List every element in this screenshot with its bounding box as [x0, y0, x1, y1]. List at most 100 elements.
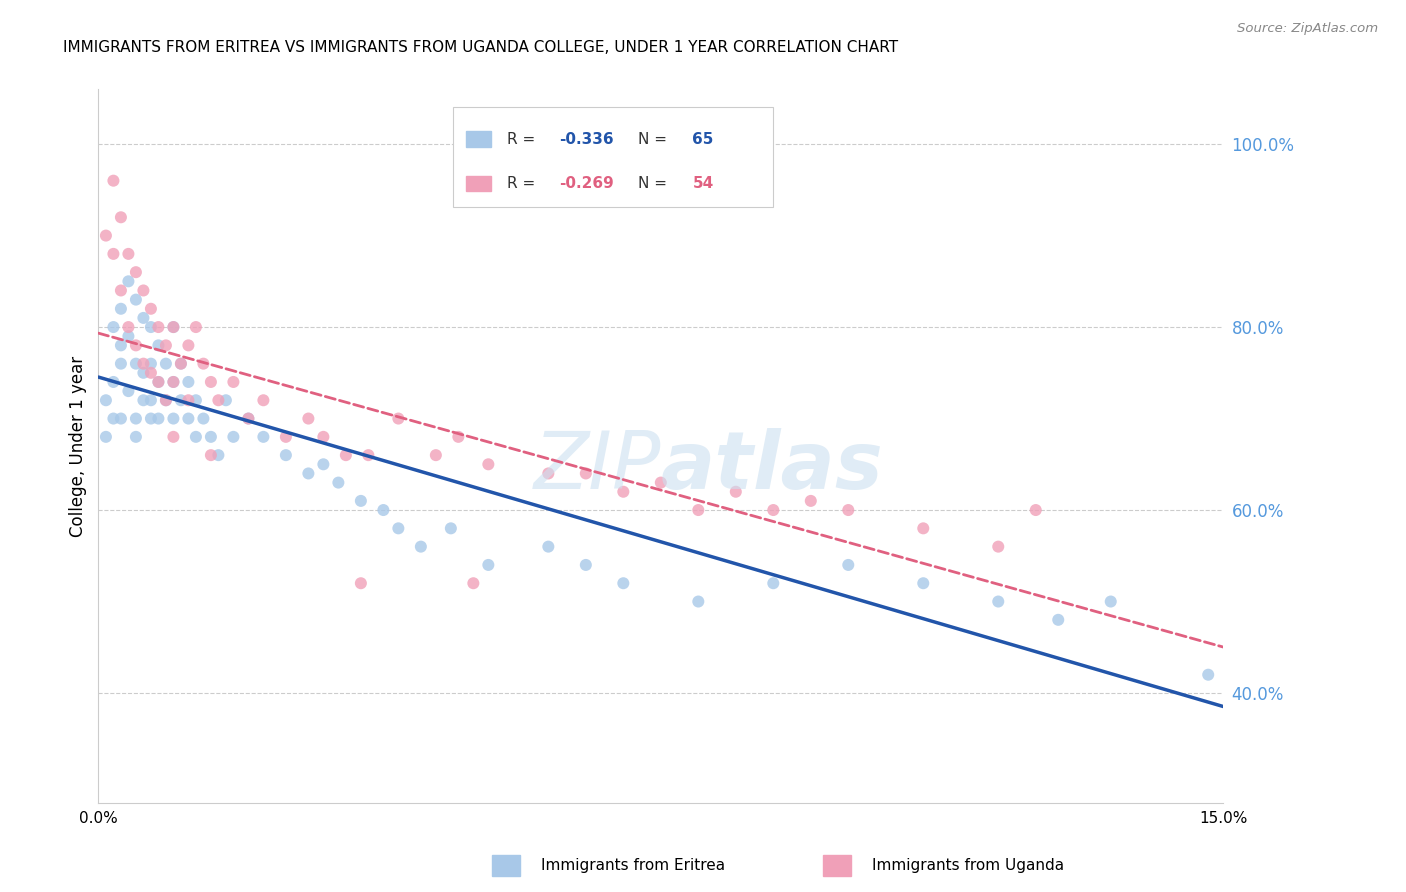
Point [94, 393, 117, 408]
Point [312, 430, 335, 444]
Bar [467, 131, 491, 147]
Point [162, 375, 184, 389]
Point [155, 393, 177, 408]
Point [132, 310, 155, 325]
Point [94, 430, 117, 444]
Point [357, 448, 380, 462]
Point [162, 320, 184, 334]
Point [650, 475, 672, 490]
Text: N =: N = [638, 176, 672, 191]
Point [447, 430, 470, 444]
Point [200, 448, 222, 462]
Point [125, 293, 148, 307]
Point [762, 503, 785, 517]
Point [148, 411, 170, 425]
Text: Immigrants from Uganda: Immigrants from Uganda [872, 858, 1064, 872]
Point [1047, 613, 1070, 627]
Point [274, 448, 297, 462]
Point [387, 411, 409, 425]
Bar [467, 176, 491, 191]
Point [103, 320, 125, 334]
Point [139, 366, 162, 380]
Point [193, 357, 215, 371]
Point [537, 467, 560, 481]
Point [117, 274, 139, 288]
Point [800, 494, 823, 508]
Point [110, 357, 132, 371]
Text: IMMIGRANTS FROM ERITREA VS IMMIGRANTS FROM UGANDA COLLEGE, UNDER 1 YEAR CORRELAT: IMMIGRANTS FROM ERITREA VS IMMIGRANTS FR… [63, 40, 898, 55]
Point [139, 320, 162, 334]
Point [477, 558, 499, 572]
Point [1099, 594, 1122, 608]
Text: -0.269: -0.269 [560, 176, 614, 191]
Point [139, 411, 162, 425]
Point [762, 576, 785, 591]
FancyBboxPatch shape [453, 107, 773, 207]
Point [110, 284, 132, 298]
Point [987, 594, 1010, 608]
Point [110, 411, 132, 425]
Point [170, 357, 193, 371]
Point [110, 211, 132, 225]
Point [132, 366, 155, 380]
Point [117, 320, 139, 334]
Point [162, 375, 184, 389]
Text: Immigrants from Eritrea: Immigrants from Eritrea [541, 858, 725, 872]
Point [193, 411, 215, 425]
Text: 65: 65 [692, 132, 714, 146]
Point [612, 484, 634, 499]
Point [184, 320, 207, 334]
Point [688, 503, 710, 517]
Point [297, 467, 319, 481]
Point [103, 247, 125, 261]
Point [724, 484, 747, 499]
Point [139, 357, 162, 371]
Point [238, 411, 260, 425]
Point [612, 576, 634, 591]
Point [148, 375, 170, 389]
Point [148, 375, 170, 389]
Point [162, 430, 184, 444]
Point [125, 411, 148, 425]
Text: Source: ZipAtlas.com: Source: ZipAtlas.com [1237, 22, 1378, 36]
Point [373, 503, 395, 517]
Point [162, 411, 184, 425]
Point [688, 594, 710, 608]
Point [409, 540, 432, 554]
Point [252, 393, 274, 408]
Point [477, 458, 499, 472]
Point [297, 411, 319, 425]
Point [148, 320, 170, 334]
Point [170, 357, 193, 371]
Point [155, 338, 177, 352]
Point [184, 393, 207, 408]
Point [312, 458, 335, 472]
Point [155, 393, 177, 408]
Point [170, 393, 193, 408]
Point [117, 384, 139, 398]
Point [177, 338, 200, 352]
Point [200, 375, 222, 389]
Text: -0.336: -0.336 [560, 132, 614, 146]
Point [103, 411, 125, 425]
Point [200, 430, 222, 444]
Point [94, 228, 117, 243]
Y-axis label: College, Under 1 year: College, Under 1 year [69, 355, 87, 537]
Point [252, 430, 274, 444]
Point [912, 521, 935, 535]
Point [125, 430, 148, 444]
Point [537, 540, 560, 554]
Point [575, 558, 598, 572]
Text: ZIP: ZIP [533, 428, 661, 507]
Point [207, 448, 229, 462]
Text: R =: R = [506, 176, 540, 191]
Point [139, 393, 162, 408]
Point [987, 540, 1010, 554]
Point [222, 375, 245, 389]
Point [1025, 503, 1047, 517]
Point [117, 247, 139, 261]
Point [912, 576, 935, 591]
Point [238, 411, 260, 425]
Text: R =: R = [506, 132, 540, 146]
Point [155, 357, 177, 371]
